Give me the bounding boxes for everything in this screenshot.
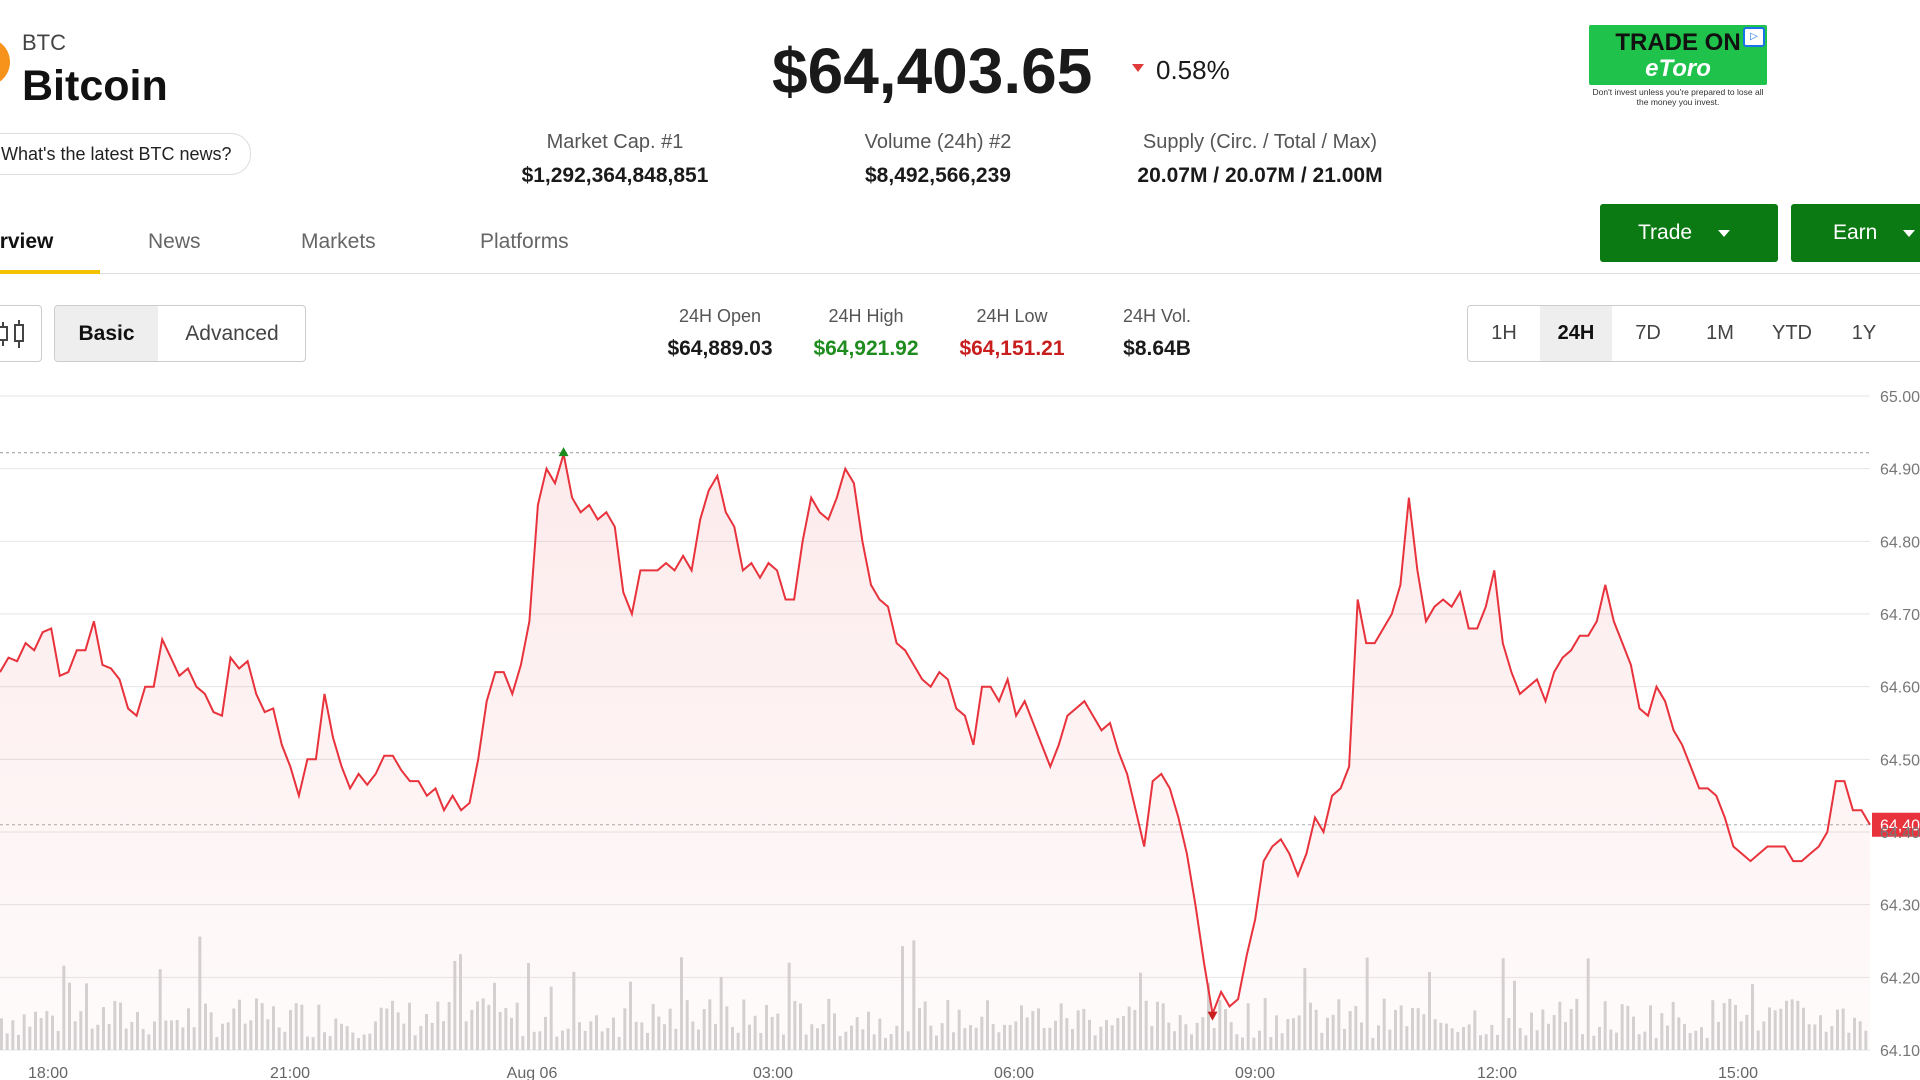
- price-area-fill: [0, 454, 1870, 1051]
- x-tick-label: 12:00: [1477, 1065, 1517, 1080]
- y-tick-label: 64.60: [1880, 680, 1920, 697]
- high-value: $64,921.92: [813, 337, 919, 360]
- volume-label: Volume (24h) #2: [864, 131, 1012, 153]
- coin-ticker: BTC: [22, 30, 66, 55]
- open-label: 24H Open: [678, 306, 762, 326]
- low-label: 24H Low: [976, 306, 1048, 326]
- range-1y[interactable]: 1Y: [1851, 322, 1877, 344]
- y-tick-label: 64.50: [1880, 752, 1920, 769]
- y-tick-label: 64.30: [1880, 898, 1920, 915]
- tabs-divider: [0, 273, 1920, 274]
- ad-background: [1589, 25, 1767, 85]
- candlestick-toggle-button[interactable]: [0, 305, 42, 362]
- trade-button-label: Trade: [1638, 221, 1693, 244]
- y-tick-label: 64.90: [1880, 462, 1920, 479]
- candlestick-icon: [0, 320, 24, 348]
- current-price-tag-label: 64,40: [1880, 818, 1920, 835]
- volume24-value: $8.64B: [1123, 337, 1191, 360]
- x-tick-label: 21:00: [270, 1065, 310, 1080]
- y-tick-label: 65.00: [1880, 389, 1920, 406]
- supply-value: 20.07M / 20.07M / 21.00M: [1137, 164, 1383, 187]
- range-7d[interactable]: 7D: [1635, 322, 1661, 344]
- range-24h[interactable]: 24H: [1540, 306, 1612, 361]
- ad-headline: TRADE ON: [1615, 29, 1741, 56]
- x-tick-label: 09:00: [1235, 1065, 1275, 1080]
- y-tick-label: 64.70: [1880, 607, 1920, 624]
- supply-label: Supply (Circ. / Total / Max): [1142, 131, 1378, 153]
- earn-button-label: Earn: [1833, 221, 1878, 244]
- current-price-tag: [1872, 812, 1920, 837]
- y-tick-label: 64.20: [1880, 970, 1920, 987]
- latest-news-button[interactable]: What's the latest BTC news?: [0, 133, 251, 175]
- ad-disclaimer: Don't invest unless you're prepared to l…: [1592, 87, 1764, 107]
- price-line: [0, 453, 1871, 1018]
- ad-brand: eToro: [1645, 55, 1711, 82]
- coin-name: Bitcoin: [22, 62, 168, 110]
- volume-value: $8,492,566,239: [865, 164, 1011, 187]
- price-down-icon: [1132, 64, 1144, 72]
- tab-markets[interactable]: Markets: [301, 230, 376, 253]
- etoro-ad-banner[interactable]: TRADE ON eToro ▷ Don't invest unless you…: [1589, 25, 1767, 111]
- tab-overview[interactable]: Overview: [0, 230, 54, 253]
- open-value: $64,889.03: [667, 337, 773, 360]
- chevron-down-icon: [1903, 230, 1915, 237]
- tab-news[interactable]: News: [148, 230, 201, 253]
- earn-button[interactable]: Earn: [1791, 204, 1920, 262]
- active-tab-indicator: [0, 270, 100, 274]
- x-tick-label: 15:00: [1718, 1065, 1758, 1080]
- market-cap-value: $1,292,364,848,851: [521, 164, 709, 187]
- price-chart[interactable]: 64,40 65.00 64.90 64.80 64.70 64.60 64.50 64.4…: [0, 380, 1920, 1080]
- bitcoin-logo-icon: [0, 38, 10, 86]
- low-value: $64,151.21: [959, 337, 1065, 360]
- current-price: $64,403.65: [772, 35, 1093, 107]
- price-change: 0.58%: [1156, 55, 1230, 85]
- trade-button[interactable]: Trade: [1600, 204, 1778, 262]
- advanced-mode-button[interactable]: Advanced: [185, 322, 279, 345]
- ad-choices-icon[interactable]: ▷: [1743, 27, 1765, 47]
- y-tick-label: 64.80: [1880, 534, 1920, 551]
- x-tick-label: Aug 06: [507, 1065, 558, 1080]
- y-tick-label: 64.10: [1880, 1043, 1920, 1060]
- low-marker: [1207, 1011, 1218, 1021]
- range-1m[interactable]: 1M: [1706, 322, 1734, 344]
- basic-mode-button[interactable]: Basic: [55, 306, 158, 361]
- chart-mode-toggle: Basic Advanced: [54, 305, 306, 362]
- x-tick-label: 06:00: [994, 1065, 1034, 1080]
- range-ytd[interactable]: YTD: [1772, 322, 1812, 344]
- x-tick-label: 18:00: [28, 1065, 68, 1080]
- market-cap-label: Market Cap. #1: [546, 131, 684, 153]
- tab-platforms[interactable]: Platforms: [480, 230, 569, 253]
- high-marker: [558, 447, 569, 457]
- y-tick-label: 64.40: [1880, 825, 1920, 842]
- time-range-selector: 1H 24H 7D 1M YTD 1Y: [1467, 305, 1920, 362]
- volume24-label: 24H Vol.: [1122, 306, 1192, 326]
- range-1h[interactable]: 1H: [1491, 322, 1517, 344]
- high-label: 24H High: [828, 306, 904, 326]
- chevron-down-icon: [1718, 230, 1730, 237]
- x-tick-label: 03:00: [753, 1065, 793, 1080]
